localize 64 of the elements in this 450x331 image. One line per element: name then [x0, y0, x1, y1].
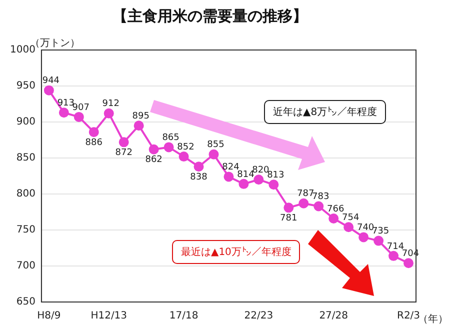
data-label: 813 [267, 170, 284, 180]
y-tick-label: 1000 [10, 44, 36, 56]
data-label: 838 [190, 172, 208, 182]
x-axis-title: （年） [418, 314, 448, 326]
y-tick-label: 750 [16, 224, 36, 236]
x-tick-label: 17/18 [169, 310, 198, 322]
point [104, 108, 114, 118]
point [58, 108, 69, 118]
point [298, 198, 309, 208]
y-tick-label: 950 [16, 80, 36, 92]
data-label: 714 [386, 242, 404, 252]
annotation: 最近は▲10万㌧／年程度 [172, 240, 300, 264]
point [388, 250, 399, 261]
annotation: 近年は▲8万㌧／年程度 [264, 100, 386, 124]
y-tick-label: 850 [16, 152, 36, 164]
point [328, 213, 339, 224]
x-tick-label: 22/23 [244, 310, 274, 322]
x-tick-label: H12/13 [90, 310, 128, 322]
y-tick-label: 650 [16, 296, 36, 308]
point [74, 112, 84, 122]
data-label: 740 [356, 223, 374, 234]
point [88, 127, 99, 138]
point [284, 202, 294, 213]
chart-title: 【主食用米の需要量の推移】 [112, 6, 308, 25]
point [224, 172, 234, 182]
data-label: 865 [162, 133, 180, 144]
point [178, 152, 189, 162]
data-label: 872 [115, 148, 132, 158]
data-label: 781 [280, 214, 298, 224]
data-label: 814 [237, 170, 255, 180]
data-label: 754 [342, 212, 360, 223]
data-label: 907 [72, 102, 90, 113]
point [118, 137, 129, 148]
point [148, 144, 159, 154]
x-tick-label: R2/3 [396, 310, 420, 322]
point [358, 232, 369, 242]
data-label: 862 [145, 155, 162, 166]
data-label: 852 [177, 142, 194, 152]
point [268, 180, 279, 190]
data-label: 787 [297, 189, 314, 200]
point [134, 120, 144, 131]
data-label: 855 [207, 140, 224, 150]
data-label: 783 [312, 192, 330, 202]
x-tick-label: H8/9 [37, 310, 61, 322]
data-label: 735 [372, 226, 390, 237]
data-label: 886 [85, 138, 103, 148]
y-tick-label: 700 [16, 260, 36, 272]
point [164, 142, 174, 152]
x-tick-label: 27/28 [319, 310, 348, 322]
y-tick-label: 900 [16, 116, 36, 128]
point [238, 178, 249, 189]
point [374, 236, 384, 246]
point [314, 201, 324, 212]
y-tick-label: 800 [16, 188, 36, 200]
point [404, 258, 414, 268]
data-label: 895 [132, 111, 150, 122]
point [194, 162, 204, 172]
point [208, 149, 219, 160]
point [254, 174, 264, 185]
point [344, 222, 354, 232]
data-label: 766 [327, 204, 344, 214]
data-label: 944 [42, 76, 60, 86]
data-label: 912 [102, 99, 120, 110]
point [44, 85, 54, 96]
